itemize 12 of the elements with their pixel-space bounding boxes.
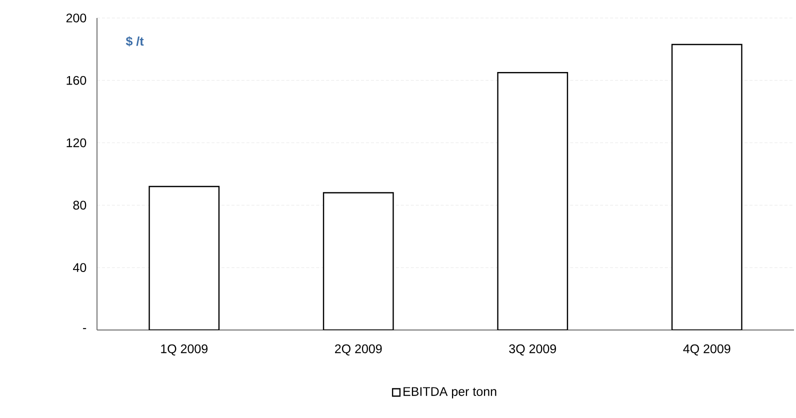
x-tick-label: 4Q 2009 <box>683 344 730 356</box>
y-tick-label: 40 <box>73 263 86 272</box>
y-tick-label: 160 <box>66 76 86 85</box>
y-tick-label: 80 <box>73 200 86 210</box>
x-tick-label: 1Q 2009 <box>161 344 208 356</box>
x-tick-label: 2Q 2009 <box>335 344 382 356</box>
y-tick-label: - <box>83 328 86 330</box>
x-tick-label: 3Q 2009 <box>509 344 556 356</box>
y-tick-label: 120 <box>66 138 86 148</box>
text: EBITDA per tonn <box>404 387 496 398</box>
y-tick-label: 200 <box>66 14 86 22</box>
y-axis-title: $ /t <box>126 36 144 46</box>
